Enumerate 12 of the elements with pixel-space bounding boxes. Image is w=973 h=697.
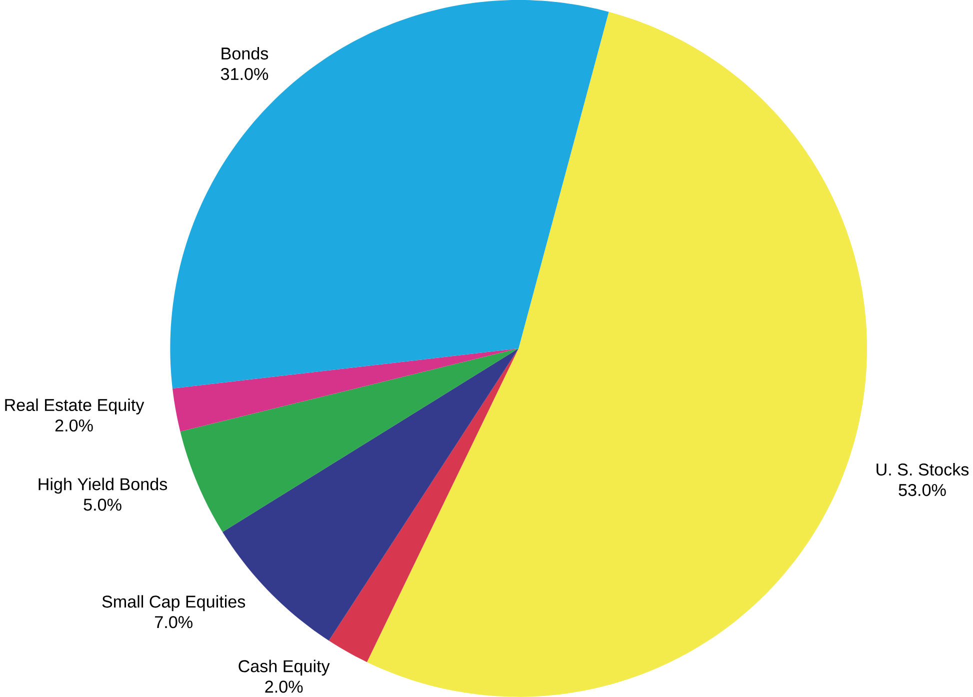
data-label: 2.0% bbox=[265, 680, 303, 693]
data-label: 53.0% bbox=[898, 484, 946, 496]
data-label: 7.0% bbox=[155, 616, 192, 628]
slice-label: Bonds bbox=[222, 47, 268, 60]
data-label: 5.0% bbox=[84, 498, 122, 511]
data-label: 31.0% bbox=[220, 68, 268, 80]
slice-label: Small Cap Equities bbox=[102, 595, 246, 612]
slice-label: U. S. Stocks bbox=[876, 463, 969, 476]
slice-label: Cash Equity bbox=[238, 660, 330, 676]
data-label: 2.0% bbox=[55, 420, 93, 432]
slice-label: High Yield Bonds bbox=[38, 478, 168, 494]
slice-label: Real Estate Equity bbox=[5, 398, 144, 415]
